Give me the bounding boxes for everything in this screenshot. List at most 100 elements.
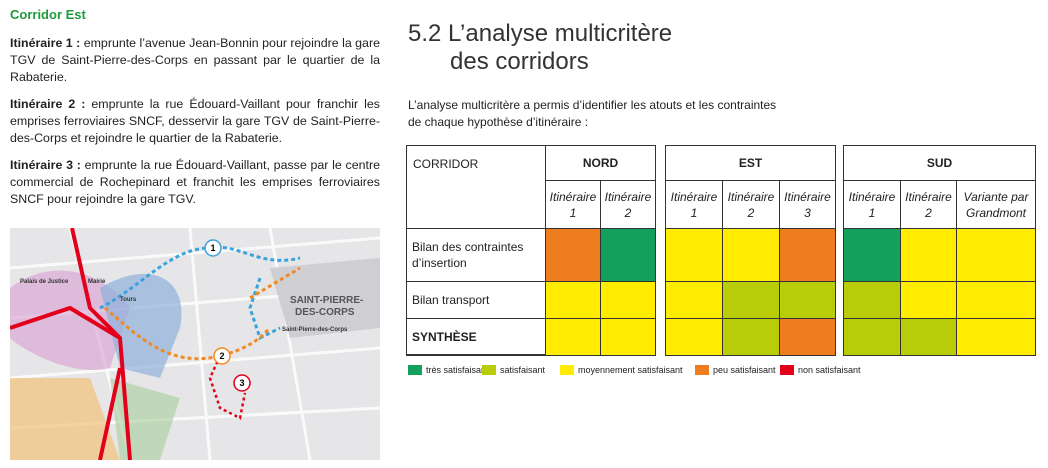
column-header: Itinéraire 2 <box>600 180 656 229</box>
rating-cell <box>665 281 723 319</box>
paragraph-label: Itinéraire 1 : <box>10 36 81 50</box>
paragraph-text: emprunte l’avenue Jean-Bonnin pour rejoi… <box>10 36 380 84</box>
rating-cell <box>900 228 957 282</box>
column-header-line: 2 <box>925 205 932 220</box>
column-header-line: 1 <box>569 205 577 220</box>
column-header-line: Itinéraire <box>848 189 896 204</box>
column-header-line: Itinéraire <box>604 189 652 204</box>
paragraph: Itinéraire 1 : emprunte l’avenue Jean-Bo… <box>10 35 380 86</box>
legend-item: non satisfaisant <box>780 365 861 375</box>
intro: L’analyse multicritère a permis d’identi… <box>408 97 776 131</box>
section-heading: Corridor Est <box>10 7 86 22</box>
group-header: EST <box>665 145 836 181</box>
paragraph: Itinéraire 2 : emprunte la rue Édouard-V… <box>10 96 380 147</box>
rating-cell <box>722 228 780 282</box>
title-line: 5.2 L’analyse multicritère <box>408 20 673 47</box>
map-label: DES-CORPS <box>295 307 355 318</box>
row-label-line: d’insertion <box>412 256 467 270</box>
rating-cell <box>956 318 1036 356</box>
row-label-line: Bilan des contraintes <box>412 240 524 254</box>
group-header: SUD <box>843 145 1036 181</box>
column-header-line: Variante par <box>963 189 1029 204</box>
paragraph-text: emprunte la rue Édouard-Vaillant pour fr… <box>10 97 380 145</box>
rating-cell <box>600 281 656 319</box>
legend-label: peu satisfaisant <box>713 365 776 375</box>
legend-item: moyennement satisfaisant <box>560 365 683 375</box>
rating-cell <box>956 281 1036 319</box>
rating-cell <box>843 228 901 282</box>
column-header: Itinéraire 1 <box>665 180 723 229</box>
rating-cell <box>779 228 836 282</box>
title: 5.2 L’analyse multicritère des corridors <box>408 20 672 76</box>
paragraph: Itinéraire 3 : emprunte la rue Édouard-V… <box>10 157 380 208</box>
rating-cell <box>600 228 656 282</box>
map-label: Saint-Pierre-des-Corps <box>282 327 348 333</box>
column-header-line: 2 <box>624 205 632 220</box>
rating-cell <box>956 228 1036 282</box>
title-line: des corridors <box>450 48 589 75</box>
column-header-line: 1 <box>868 205 876 220</box>
rating-cell <box>722 318 780 356</box>
column-header-line: Itinéraire <box>549 189 597 204</box>
paragraph-text: emprunte la rue Édouard-Vaillant, passe … <box>10 158 380 206</box>
column-header-line: 3 <box>804 205 811 220</box>
paragraph-label: Itinéraire 2 : <box>10 97 86 111</box>
row-label: Bilan des contraintes d’insertion <box>406 228 546 282</box>
legend-swatch <box>780 365 794 375</box>
row-label-line: Bilan transport <box>412 293 490 307</box>
route-marker: 3 <box>239 378 244 388</box>
map-label: Tours <box>120 297 137 303</box>
group-header: NORD <box>545 145 656 181</box>
column-header-line: Itinéraire <box>905 189 952 204</box>
column-header-line: Itinéraire <box>670 189 718 204</box>
rating-cell <box>545 281 601 319</box>
legend-swatch <box>482 365 496 375</box>
legend-item: satisfaisant <box>482 365 545 375</box>
legend-swatch <box>560 365 574 375</box>
legend-label: très satisfaisant <box>426 365 489 375</box>
rating-cell <box>600 318 656 356</box>
row-label: SYNTHÈSE <box>406 318 546 356</box>
map-label: Mairie <box>88 279 106 285</box>
column-header-line: Grandmont <box>965 205 1027 220</box>
rating-cell <box>900 281 957 319</box>
column-header: Itinéraire 3 <box>779 180 836 229</box>
route-marker: 1 <box>210 243 215 253</box>
rating-cell <box>545 318 601 356</box>
intro-line: de chaque hypothèse d’itinéraire : <box>408 115 589 129</box>
column-header: Itinéraire 2 <box>722 180 780 229</box>
rating-cell <box>722 281 780 319</box>
legend-item: peu satisfaisant <box>695 365 776 375</box>
intro-line: L’analyse multicritère a permis d’identi… <box>408 98 777 112</box>
column-header: Itinéraire 2 <box>900 180 957 229</box>
rating-cell <box>900 318 957 356</box>
column-header-line: 1 <box>690 205 698 220</box>
column-header-line: Itinéraire <box>727 189 775 204</box>
map: Palais de Justice Mairie Tours SAINT-PIE… <box>10 228 380 460</box>
legend-swatch <box>695 365 709 375</box>
column-header: Itinéraire 1 <box>545 180 601 229</box>
legend-label: satisfaisant <box>500 365 546 375</box>
rating-cell <box>665 228 723 282</box>
rating-cell <box>779 281 836 319</box>
rating-cell <box>843 318 901 356</box>
column-header: Variante par Grandmont <box>956 180 1036 229</box>
paragraph-label: Itinéraire 3 : <box>10 158 81 172</box>
column-header-line: Itinéraire <box>784 189 831 204</box>
row-label: Bilan transport <box>406 281 546 319</box>
rating-cell <box>843 281 901 319</box>
legend-label: moyennement satisfaisant <box>578 365 683 375</box>
column-header-line: 2 <box>747 205 755 220</box>
map-label: SAINT-PIERRE- <box>290 295 363 306</box>
rating-cell <box>779 318 836 356</box>
rating-cell <box>545 228 601 282</box>
rating-cell <box>665 318 723 356</box>
legend-swatch <box>408 365 422 375</box>
route-marker: 2 <box>219 351 224 361</box>
legend-item: très satisfaisant <box>408 365 489 375</box>
legend-label: non satisfaisant <box>798 365 861 375</box>
column-header: Itinéraire 1 <box>843 180 901 229</box>
map-label: Palais de Justice <box>20 279 69 285</box>
row-label-line: SYNTHÈSE <box>412 330 477 344</box>
